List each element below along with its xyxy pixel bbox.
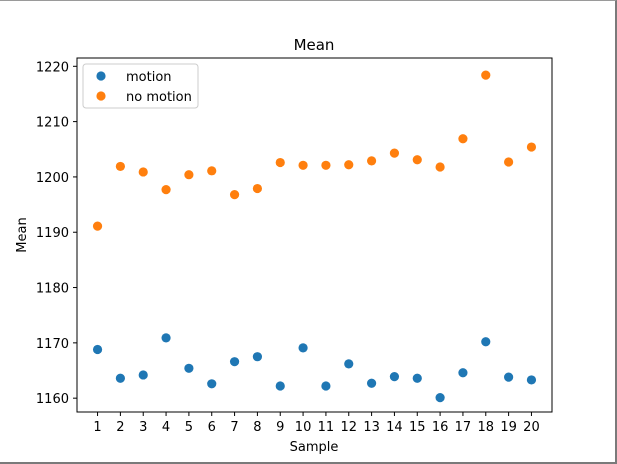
x-tick-label: 19 [500, 420, 517, 435]
x-tick-label: 4 [162, 420, 170, 435]
data-point-motion [229, 357, 240, 367]
data-point-motion [504, 372, 514, 382]
legend-marker [96, 91, 106, 101]
legend-marker [96, 71, 106, 81]
data-point-no-motion [161, 185, 171, 195]
data-point-no-motion [458, 134, 468, 144]
x-tick-label: 10 [295, 420, 312, 435]
x-tick-label: 17 [455, 420, 472, 435]
data-point-no-motion [92, 221, 103, 231]
y-tick-label: 1180 [36, 282, 69, 297]
x-tick-label: 5 [185, 420, 193, 435]
y-tick-label: 1160 [36, 392, 69, 407]
data-point-no-motion [526, 142, 537, 152]
data-points [92, 70, 537, 403]
y-tick-label: 1170 [36, 337, 69, 352]
x-tick-label: 16 [432, 420, 449, 435]
data-point-motion [366, 378, 377, 388]
data-point-no-motion [207, 166, 217, 176]
data-point-no-motion [298, 160, 308, 170]
legend-label: motion [126, 70, 172, 85]
data-point-no-motion [321, 160, 331, 170]
data-point-no-motion [115, 161, 125, 172]
data-point-motion [389, 372, 400, 382]
data-point-motion [344, 359, 354, 369]
y-tick-label: 1220 [36, 60, 69, 75]
data-point-no-motion [252, 183, 263, 194]
x-tick-label: 14 [386, 420, 403, 435]
data-point-no-motion [504, 157, 514, 167]
data-point-motion [458, 368, 468, 378]
y-tick-label: 1210 [36, 116, 69, 131]
data-point-motion [161, 333, 171, 343]
data-point-no-motion [275, 157, 285, 168]
axes: 1 2 3 4 5 6 7 8 9 10 11 12 13 14 15 16 17 18 19 20116011701… [36, 57, 553, 435]
data-point-no-motion [435, 162, 445, 172]
data-point-motion [252, 352, 263, 362]
data-point-motion [207, 379, 217, 389]
x-axis-label: Sample [290, 440, 339, 455]
x-tick-label: 1 [93, 420, 101, 435]
x-tick-label: 11 [318, 420, 335, 435]
x-tick-label: 12 [340, 420, 357, 435]
data-point-no-motion [184, 170, 194, 180]
legend: motion no motion [82, 63, 199, 109]
data-point-no-motion [366, 156, 377, 166]
data-point-motion [526, 375, 537, 385]
data-point-motion [184, 363, 194, 373]
x-tick-label: 6 [208, 420, 216, 435]
x-tick-label: 18 [478, 420, 495, 435]
plot-area-frame [76, 57, 553, 413]
data-point-no-motion [389, 148, 400, 158]
x-tick-label: 3 [139, 420, 147, 435]
data-point-no-motion [344, 160, 354, 170]
data-point-no-motion [481, 70, 491, 80]
data-point-motion [275, 381, 285, 391]
data-point-no-motion [229, 190, 240, 200]
data-point-motion [435, 393, 445, 403]
y-axis-label: Mean [15, 217, 30, 252]
x-tick-label: 13 [363, 420, 380, 435]
data-point-motion [298, 343, 308, 353]
x-tick-label: 8 [253, 420, 261, 435]
legend-label: no motion [126, 90, 192, 105]
data-point-motion [92, 344, 103, 355]
data-point-motion [138, 370, 148, 380]
y-tick-label: 1190 [36, 226, 69, 241]
data-point-motion [321, 381, 331, 391]
data-point-motion [412, 373, 422, 383]
data-point-motion [115, 373, 125, 383]
legend-box [82, 63, 199, 109]
y-tick-label: 1200 [36, 171, 69, 186]
x-tick-label: 15 [409, 420, 426, 435]
data-point-no-motion [412, 155, 422, 165]
chart-title: Mean [294, 36, 335, 54]
x-tick-label: 2 [116, 420, 124, 435]
x-tick-label: 7 [230, 420, 238, 435]
data-point-motion [481, 337, 491, 347]
data-point-no-motion [138, 167, 148, 177]
x-tick-label: 9 [276, 420, 284, 435]
x-tick-label: 20 [523, 420, 540, 435]
